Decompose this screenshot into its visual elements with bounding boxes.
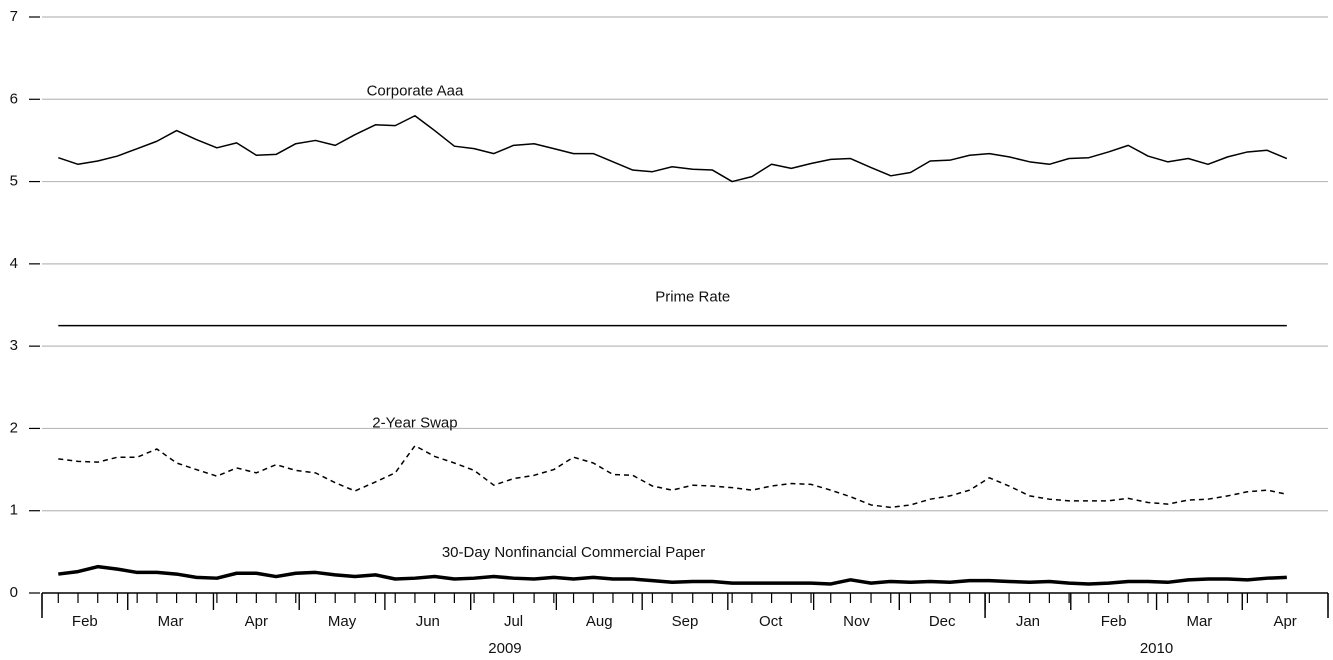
x-tick-label: Mar: [158, 613, 184, 630]
x-tick-label: Dec: [929, 613, 956, 630]
x-tick-label: Feb: [1101, 613, 1127, 630]
x-tick-label: Jun: [416, 613, 440, 630]
y-tick-label: 5: [10, 173, 18, 190]
x-tick-label: Nov: [843, 613, 870, 630]
series-line: [58, 444, 1288, 509]
x-tick-label: May: [328, 613, 357, 630]
series-line: [58, 564, 1287, 586]
series-line: [58, 114, 1288, 183]
y-tick-label: 0: [10, 584, 18, 601]
series-label: Corporate Aaa: [367, 83, 464, 100]
series-label: 2-Year Swap: [372, 415, 457, 432]
y-tick-label: 3: [10, 337, 18, 354]
x-tick-label: Aug: [586, 613, 613, 630]
x-tick-label: Feb: [72, 613, 98, 630]
y-tick-label: 1: [10, 502, 18, 519]
y-tick-label: 7: [10, 8, 18, 25]
year-label: 2010: [1140, 640, 1173, 657]
series-label: Prime Rate: [655, 289, 730, 306]
y-tick-label: 4: [10, 255, 18, 272]
year-label: 2009: [488, 640, 521, 657]
x-tick-label: Apr: [1273, 613, 1296, 630]
x-tick-label: Jan: [1016, 613, 1040, 630]
x-tick-label: Apr: [245, 613, 268, 630]
y-tick-label: 6: [10, 90, 18, 107]
y-tick-label: 2: [10, 419, 18, 436]
x-tick-label: Oct: [759, 613, 783, 630]
series-label: 30-Day Nonfinancial Commercial Paper: [442, 544, 705, 561]
x-tick-label: Sep: [672, 613, 699, 630]
x-tick-label: Jul: [504, 613, 523, 630]
x-tick-label: Mar: [1186, 613, 1212, 630]
